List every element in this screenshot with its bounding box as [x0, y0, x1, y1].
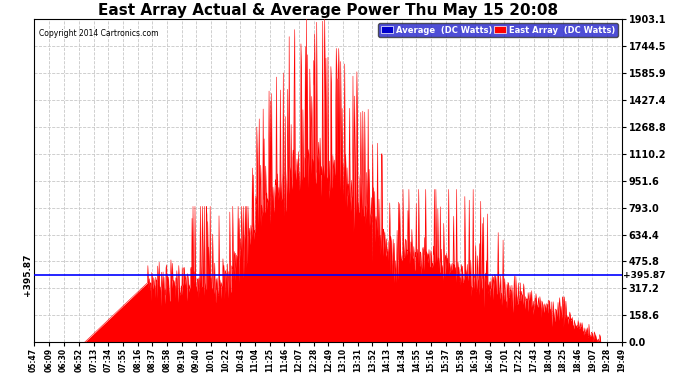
- Legend: Average  (DC Watts), East Array  (DC Watts): Average (DC Watts), East Array (DC Watts…: [378, 23, 618, 37]
- Text: +395.87: +395.87: [23, 254, 32, 296]
- Title: East Array Actual & Average Power Thu May 15 20:08: East Array Actual & Average Power Thu Ma…: [97, 3, 558, 18]
- Text: Copyright 2014 Cartronics.com: Copyright 2014 Cartronics.com: [39, 28, 159, 38]
- Text: +395.87: +395.87: [623, 270, 665, 279]
